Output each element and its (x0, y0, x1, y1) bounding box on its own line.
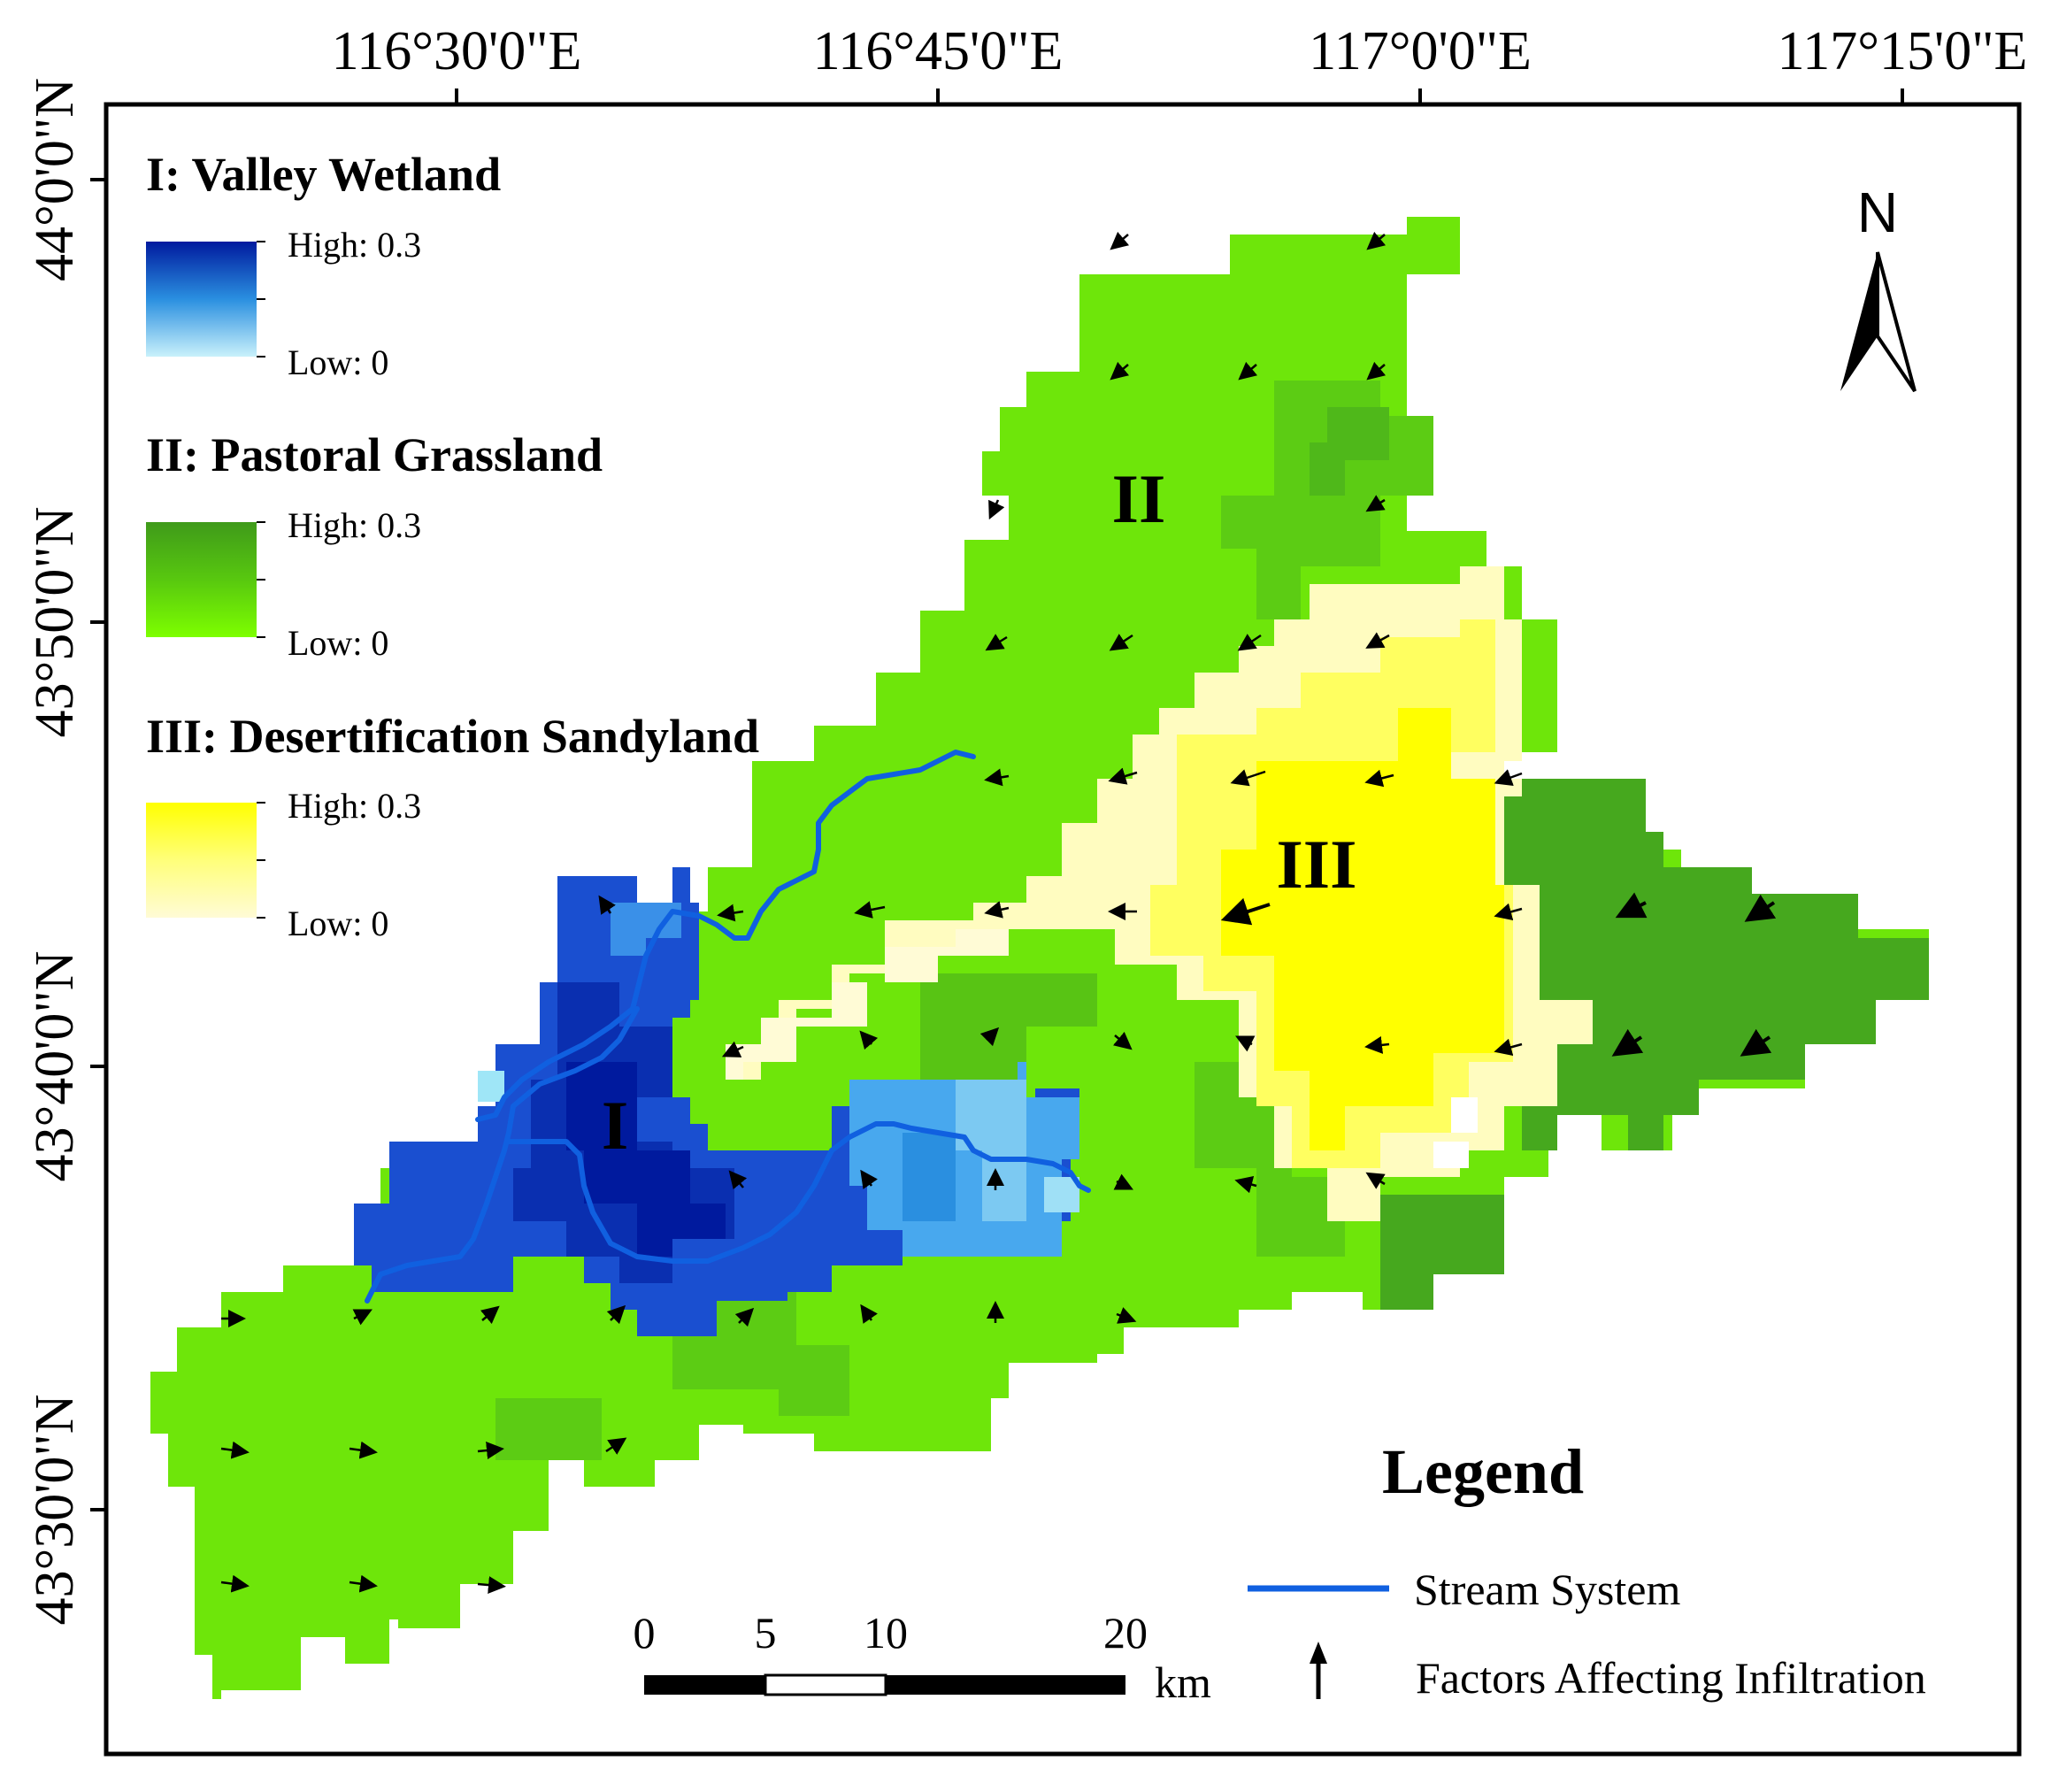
infiltration-legend-label: Factors Affecting Infiltration (1416, 1653, 1926, 1703)
ramp-title-wetland: I: Valley Wetland (146, 148, 501, 201)
zone-label-II: II (1112, 460, 1166, 537)
ramp-title-grassland: II: Pastoral Grassland (146, 428, 603, 481)
sandyland-region (726, 566, 1593, 1221)
symbol-legend: Legend Stream System Factors Affecting I… (1248, 1436, 1926, 1703)
latitude-ticks: 44°0'0"N 43°50'0"N 43°40'0"N 43°30'0"N (25, 78, 106, 1626)
ramp-title-sandyland: III: Desertification Sandyland (146, 710, 759, 763)
ramp-swatch-sandyland (146, 803, 257, 918)
ramp-low-grassland: Low: 0 (288, 623, 388, 663)
ramp-high-sandyland: High: 0.3 (288, 786, 421, 826)
north-label: N (1857, 181, 1898, 244)
lon-label-0: 116°30'0"E (332, 21, 582, 81)
lat-label-1: 43°50'0"N (25, 506, 85, 737)
lat-label-2: 43°40'0"N (25, 950, 85, 1181)
lon-label-3: 117°15'0"E (1778, 21, 2028, 81)
scale-tick-20: 20 (1103, 1608, 1148, 1657)
infiltration-arrow-symbol (1310, 1642, 1327, 1699)
lon-label-1: 116°45'0"E (813, 21, 1064, 81)
stream-legend-label: Stream System (1414, 1565, 1680, 1614)
zone-label-III: III (1276, 826, 1356, 903)
ramp-legend: I: Valley Wetland High: 0.3 Low: 0 II: P… (146, 148, 759, 943)
scale-unit: km (1155, 1657, 1211, 1707)
infiltration-arrows (220, 231, 1777, 1595)
ramp-low-wetland: Low: 0 (288, 342, 388, 382)
lat-label-0: 44°0'0"N (25, 78, 85, 281)
north-arrow: N (1840, 181, 1917, 393)
scale-tick-0: 0 (634, 1608, 656, 1657)
longitude-ticks: 116°30'0"E 116°45'0"E 117°0'0"E 117°15'0… (332, 21, 2028, 104)
stream-system (365, 750, 1091, 1304)
ramp-low-sandyland: Low: 0 (288, 904, 388, 943)
scale-tick-10: 10 (864, 1608, 908, 1657)
ramp-swatch-grassland (146, 522, 257, 637)
scale-bar: 0 5 10 20 km (634, 1608, 1212, 1707)
ramp-high-grassland: High: 0.3 (288, 505, 421, 545)
ramp-swatch-wetland (146, 242, 257, 357)
zone-label-I: I (602, 1087, 628, 1164)
lon-label-2: 117°0'0"E (1309, 21, 1532, 81)
ramp-high-wetland: High: 0.3 (288, 225, 421, 265)
scale-tick-5: 5 (755, 1608, 777, 1657)
lat-label-3: 43°30'0"N (25, 1394, 85, 1625)
legend-title: Legend (1382, 1436, 1584, 1507)
wetland-region (354, 867, 1079, 1336)
